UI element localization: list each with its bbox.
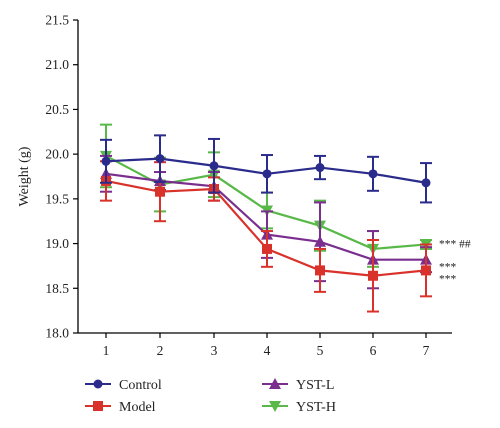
- legend: Control Model YST-L YST-H: [85, 378, 336, 415]
- data-point: [315, 163, 325, 173]
- data-point: [101, 156, 111, 166]
- data-point: [368, 270, 378, 281]
- x-tick-label: 2: [157, 343, 164, 358]
- data-point: [368, 169, 378, 179]
- data-point: [262, 243, 272, 254]
- series-control: [100, 134, 432, 204]
- legend-marker: [269, 378, 281, 389]
- series-layer: [100, 123, 432, 313]
- data-point: [155, 154, 165, 164]
- annotations: *** ## ******: [439, 238, 471, 285]
- data-point: [315, 265, 325, 276]
- y-tick-label: 20.5: [45, 102, 69, 117]
- y-tick-label: 21.5: [45, 13, 69, 28]
- data-point: [314, 235, 326, 247]
- data-point: [155, 186, 165, 197]
- y-tick-label: 18.5: [45, 281, 69, 296]
- y-tick-label: 19.5: [45, 191, 69, 206]
- x-tick-label: 5: [317, 343, 324, 358]
- legend-item: Control: [85, 378, 162, 393]
- data-point: [421, 178, 431, 188]
- legend-label: Control: [119, 378, 162, 393]
- legend-item: Model: [85, 400, 156, 415]
- x-tick-label: 3: [211, 343, 218, 358]
- x-tick-label: 6: [370, 343, 377, 358]
- legend-label: YST-L: [296, 378, 334, 393]
- legend-marker: [269, 401, 281, 412]
- x-tick-label: 4: [264, 343, 271, 358]
- x-tick-label: 7: [423, 343, 430, 358]
- legend-item: YST-L: [262, 378, 334, 393]
- data-point: [209, 161, 219, 171]
- legend-label: Model: [119, 400, 156, 415]
- data-point: [421, 265, 431, 276]
- significance-annotation: ***: [439, 262, 457, 274]
- significance-annotation: *** ##: [439, 238, 471, 250]
- y-axis-title: Weight (g): [17, 146, 32, 206]
- y-tick-label: 18.0: [45, 326, 69, 341]
- y-tick-label: 19.0: [45, 236, 69, 251]
- legend-marker: [93, 379, 103, 389]
- x-tick-label: 1: [103, 343, 110, 358]
- legend-item: YST-H: [262, 400, 336, 415]
- y-tick-label: 20.0: [45, 147, 69, 162]
- legend-marker: [93, 401, 103, 411]
- data-point: [262, 169, 272, 179]
- y-tick-label: 21.0: [45, 57, 69, 72]
- legend-label: YST-H: [296, 400, 336, 415]
- axes: 18.0 18.5 19.0 19.5 20.0 20.5 21.0 21.5 1 2 3 4 5 6 7 W…: [17, 13, 452, 358]
- significance-annotation: ***: [439, 273, 457, 285]
